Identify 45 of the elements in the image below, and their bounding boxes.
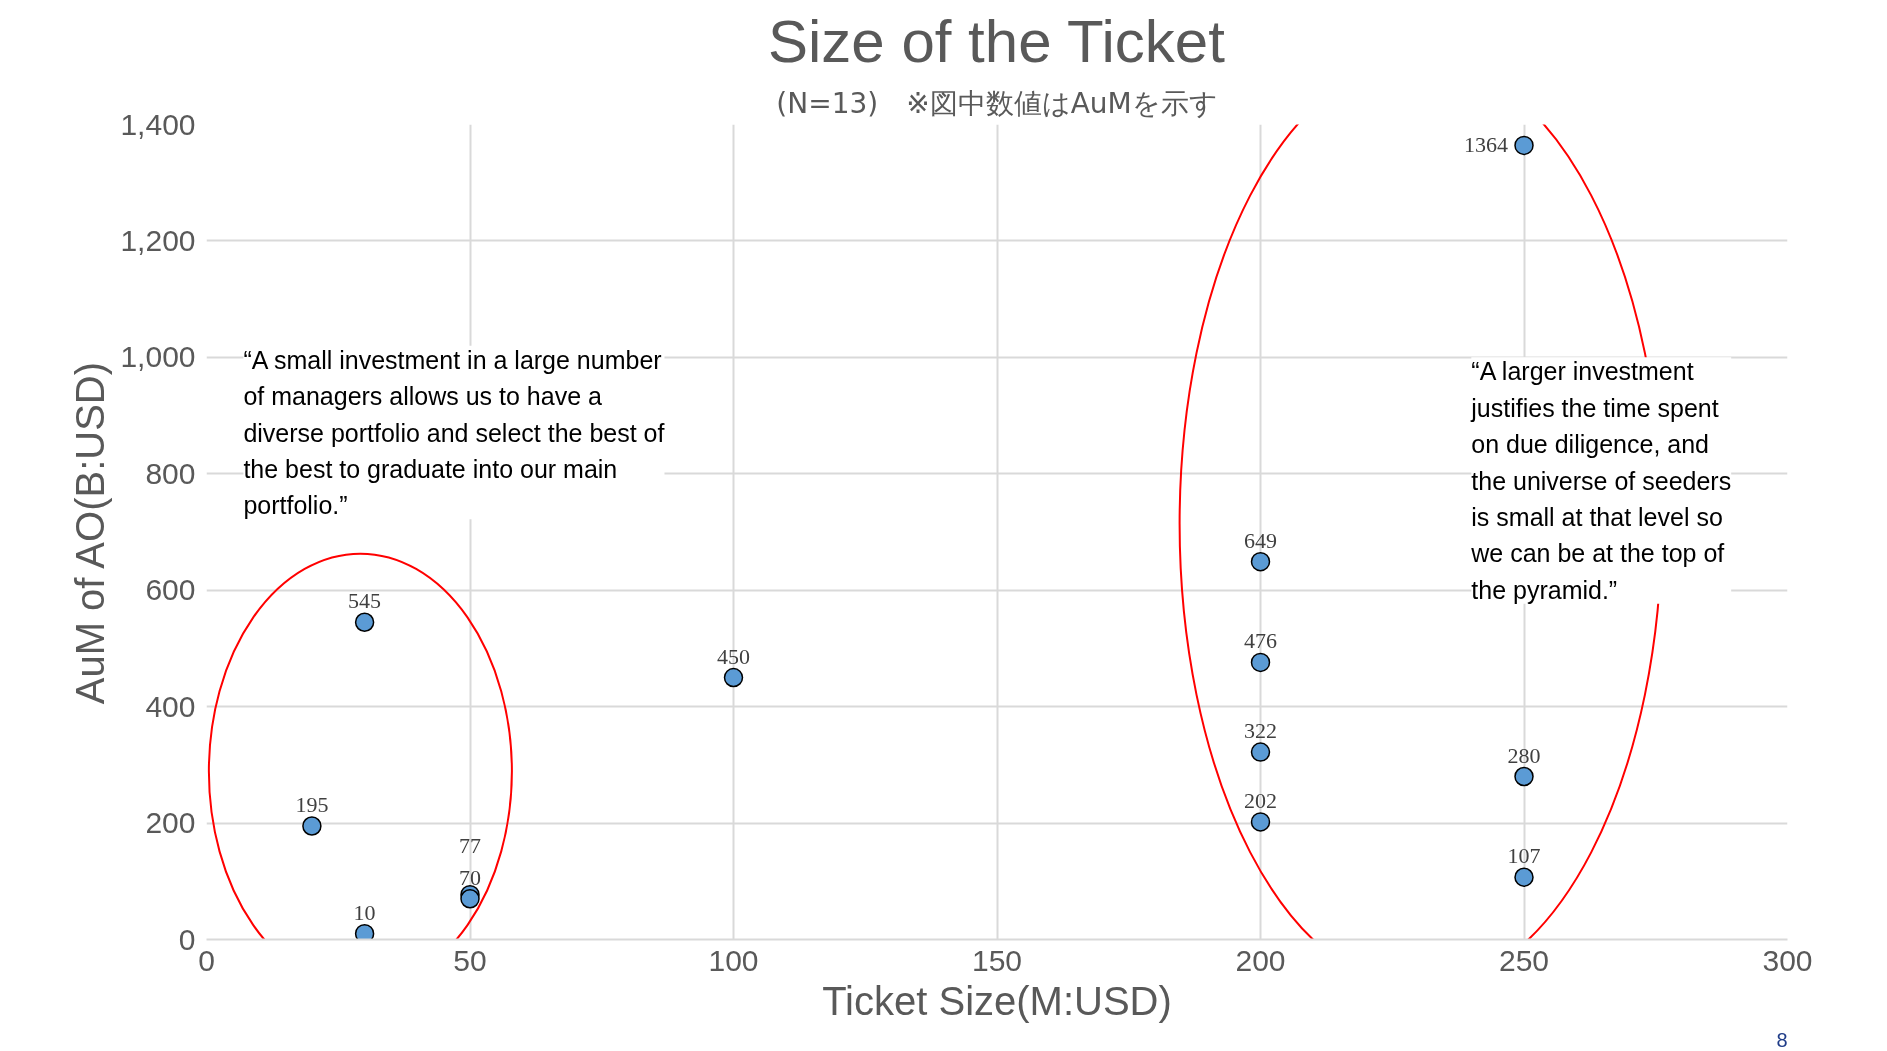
y-tick-label: 400 [145,689,196,723]
y-tick-label: 1,200 [120,223,196,257]
data-label: 649 [1244,527,1277,553]
x-tick-label: 300 [1762,943,1813,977]
data-label: 10 [353,899,376,925]
chart-title: Size of the Ticket [768,7,1226,75]
chart-subtitle: (N=13) ※図中数値はAuMを示す [776,86,1218,120]
point [723,667,744,688]
point [1514,867,1534,887]
point [1514,135,1534,156]
x-tick-label: 100 [708,943,759,977]
x-axis-title: Ticket Size(M:USD) [822,978,1172,1023]
data-label: 1364 [1464,132,1508,158]
y-tick-label: 600 [145,573,196,607]
data-label: 70 [459,864,481,890]
y-axis-title: AuM of AO(B:USD) [68,361,113,705]
data-label: 107 [1507,843,1541,869]
y-tick-label: 1,000 [120,340,196,374]
y-tick-label: 800 [145,456,196,490]
x-tick-label: 250 [1498,943,1550,977]
x-tick-label: 50 [453,943,487,977]
y-tick-label: 0 [178,922,196,956]
data-label: 545 [348,588,382,614]
data-label: 202 [1244,787,1277,813]
point [354,612,375,632]
x-tick-label: 200 [1235,943,1286,977]
annotation: “A small investment in a large number of managers allows us to have a diverse portfolio and select the best of the best to graduate into our main portfolio.” [243,345,665,520]
data-label: 280 [1507,742,1541,768]
text: 8 [1776,1028,1788,1051]
data-label: 450 [717,643,750,669]
y-tick-label: 1,400 [120,107,196,141]
data-label: 195 [295,791,329,817]
point [1250,742,1271,762]
point [1250,551,1271,572]
point [460,889,480,909]
x-tick-label: 150 [971,943,1023,977]
data-label: 476 [1244,628,1277,654]
point [1250,652,1271,673]
annotation: “A larger investment justifies the time spent on due diligence, and the universe of seeders is small at that level so we can be at the top of the pyramid.” [1470,357,1732,604]
y-tick-label: 200 [145,806,196,840]
point [1250,812,1271,832]
point [302,816,322,836]
data-label: 77 [459,832,481,858]
data-label: 322 [1244,718,1277,744]
point [1514,766,1534,787]
